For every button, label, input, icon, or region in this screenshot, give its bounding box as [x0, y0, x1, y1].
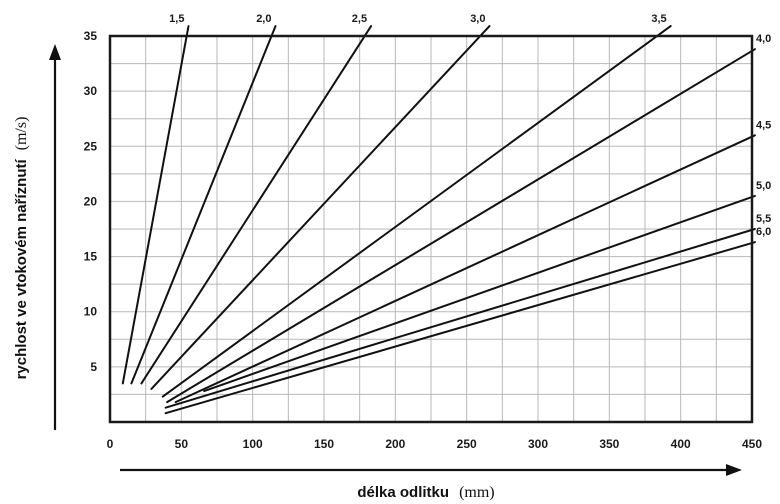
x-tick-label: 50 — [175, 437, 189, 451]
series-line — [121, 25, 190, 385]
series-label: 6,0 — [756, 226, 771, 238]
series-label: 4,0 — [756, 33, 771, 45]
series-line — [130, 25, 277, 385]
series-layer — [121, 25, 756, 415]
x-axis-arrow — [120, 464, 742, 476]
series-line — [203, 194, 756, 393]
series-line — [161, 25, 672, 398]
series-line — [164, 241, 756, 415]
x-tick-label: 350 — [599, 437, 619, 451]
y-tick-label: 5 — [90, 360, 97, 374]
y-tick-label: 30 — [84, 84, 98, 98]
x-tick-label: 150 — [314, 437, 334, 451]
x-tick-label: 100 — [243, 437, 263, 451]
series-line — [174, 134, 756, 404]
series-label: 1,5 — [169, 13, 184, 25]
y-axis-title-text: rychlost ve vtokovém naříznutí — [13, 159, 30, 380]
series-label: 5,0 — [756, 180, 771, 192]
y-tick-label: 20 — [84, 194, 98, 208]
series-labels: 1,5 2,0 2,5 3,0 3,5 4,0 4,5 5,0 5,56,0 — [169, 13, 771, 238]
series-label: 2,0 — [256, 13, 271, 25]
y-tick-label: 25 — [84, 139, 98, 153]
y-axis-ticks: 5 10 15 20 25 30 35 — [84, 29, 98, 374]
x-tick-label: 450 — [742, 437, 762, 451]
series-label: 4,5 — [756, 119, 771, 131]
x-axis-unit: (mm) — [459, 484, 495, 501]
series-line — [150, 25, 491, 390]
x-axis-ticks: 0 50 100 150 200 250 300 350 400 450 — [107, 437, 763, 451]
series-label: 2,5 — [352, 13, 367, 25]
y-axis-arrow — [49, 44, 61, 430]
series-line — [140, 25, 373, 385]
x-axis-title: délka odlitku (mm) — [357, 484, 494, 501]
y-axis-title: rychlost ve vtokovém naříznutí (m/s) — [13, 117, 30, 380]
series-line — [164, 228, 756, 409]
plot-frame — [108, 34, 754, 424]
series-label: 3,0 — [470, 13, 485, 25]
y-axis-unit: (m/s) — [13, 117, 30, 151]
series-line — [166, 48, 756, 404]
series-label: 5,5 — [756, 213, 771, 225]
x-axis-title-text: délka odlitku — [357, 484, 449, 501]
series-label: 3,5 — [651, 13, 666, 25]
y-tick-label: 15 — [84, 250, 98, 264]
x-tick-label: 250 — [457, 437, 477, 451]
y-tick-label: 10 — [84, 305, 98, 319]
x-tick-label: 300 — [528, 437, 548, 451]
x-tick-label: 0 — [107, 437, 114, 451]
y-tick-label: 35 — [84, 29, 98, 43]
x-tick-label: 400 — [671, 437, 691, 451]
x-tick-label: 200 — [385, 437, 405, 451]
